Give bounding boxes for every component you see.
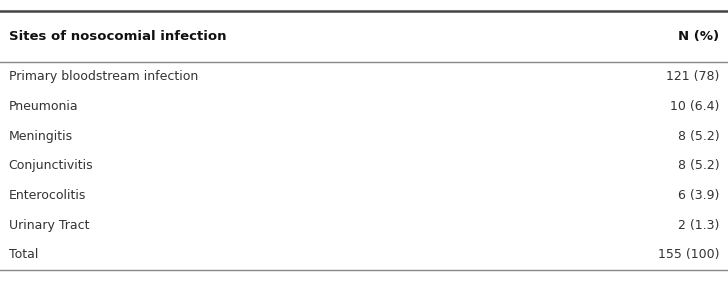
Text: 121 (78): 121 (78) [666, 70, 719, 83]
Text: Conjunctivitis: Conjunctivitis [9, 159, 93, 172]
Text: Pneumonia: Pneumonia [9, 100, 79, 113]
Text: Enterocolitis: Enterocolitis [9, 189, 86, 202]
Text: Meningitis: Meningitis [9, 130, 73, 142]
Text: 6 (3.9): 6 (3.9) [678, 189, 719, 202]
Text: 10 (6.4): 10 (6.4) [670, 100, 719, 113]
Text: 8 (5.2): 8 (5.2) [678, 159, 719, 172]
Text: Primary bloodstream infection: Primary bloodstream infection [9, 70, 198, 83]
Text: N (%): N (%) [678, 30, 719, 43]
Text: 8 (5.2): 8 (5.2) [678, 130, 719, 142]
Text: 2 (1.3): 2 (1.3) [678, 219, 719, 232]
Text: Sites of nosocomial infection: Sites of nosocomial infection [9, 30, 226, 43]
Text: Urinary Tract: Urinary Tract [9, 219, 90, 232]
Text: 155 (100): 155 (100) [658, 248, 719, 261]
Text: Total: Total [9, 248, 38, 261]
